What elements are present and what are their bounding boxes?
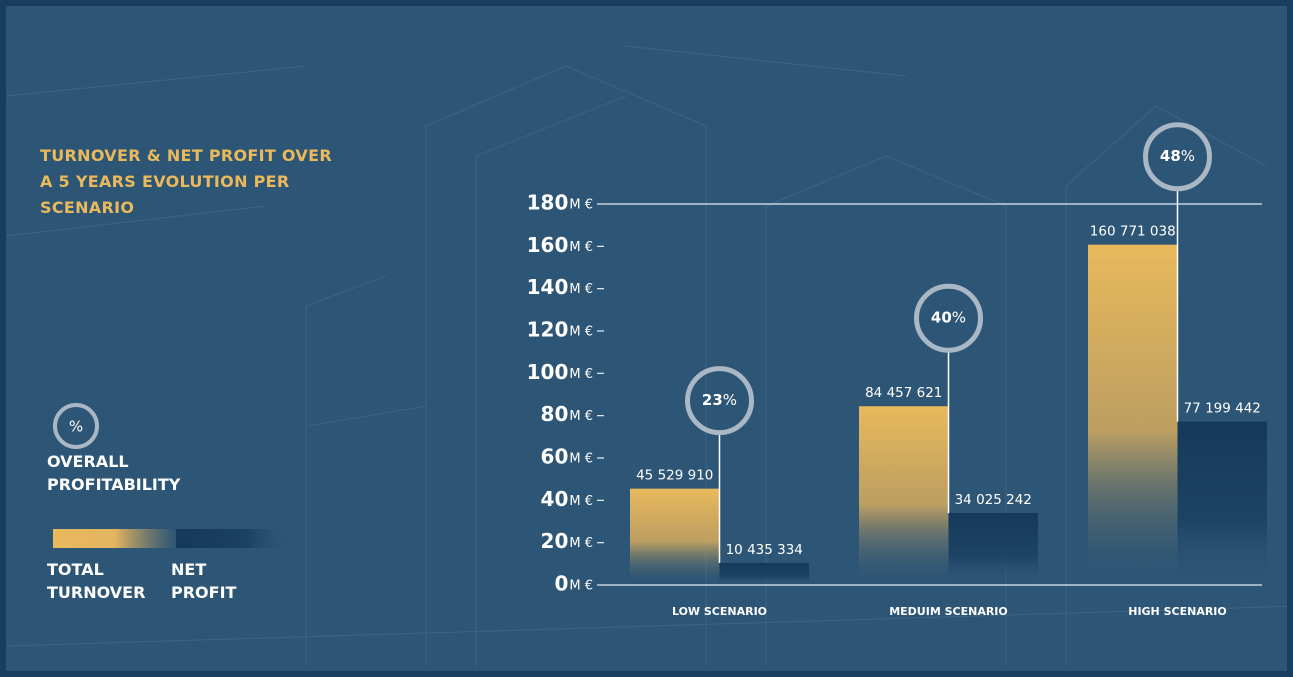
bar bbox=[1177, 421, 1267, 585]
y-tick-unit: M € bbox=[569, 494, 593, 509]
profitability-value: 23 bbox=[702, 391, 723, 409]
y-tick-unit: M € bbox=[569, 240, 593, 255]
y-tick-label: 0 bbox=[554, 572, 568, 596]
legend-swatch bbox=[53, 529, 176, 548]
y-tick-label: 120 bbox=[527, 318, 569, 342]
legend-label: OVERALL PROFITABILITY bbox=[47, 452, 181, 494]
profitability-unit: % bbox=[723, 391, 737, 409]
legend-circle bbox=[53, 403, 99, 449]
legend-label: TOTAL TURNOVER bbox=[47, 560, 146, 602]
value-label: 45 529 910 bbox=[636, 468, 713, 484]
y-tick-label: 20 bbox=[541, 529, 569, 553]
y-tick-label: 60 bbox=[541, 445, 569, 469]
bar bbox=[859, 406, 949, 585]
legend-label: NET PROFIT bbox=[171, 560, 237, 602]
value-label: 77 199 442 bbox=[1184, 401, 1261, 417]
y-tick-unit: M € bbox=[569, 536, 593, 551]
bar bbox=[630, 488, 720, 585]
x-tick-label: MEDUIM SCENARIO bbox=[889, 605, 1008, 618]
profitability-value: 40 bbox=[931, 309, 952, 327]
y-tick-label: 40 bbox=[541, 487, 569, 511]
legend-swatch bbox=[176, 529, 291, 548]
y-tick-unit: M € bbox=[569, 198, 593, 213]
y-tick-unit: M € bbox=[569, 367, 593, 382]
profitability-unit: % bbox=[1181, 147, 1195, 165]
y-tick-label: 140 bbox=[527, 275, 569, 299]
chart-title: TURNOVER & NET PROFIT OVER A 5 YEARS EVO… bbox=[40, 146, 332, 217]
profitability-value: 48 bbox=[1160, 147, 1181, 165]
y-tick-unit: M € bbox=[569, 452, 593, 467]
value-label: 10 435 334 bbox=[726, 542, 803, 558]
legend-percent: % bbox=[69, 418, 83, 436]
profitability-unit: % bbox=[952, 309, 966, 327]
y-tick-unit: M € bbox=[569, 282, 593, 297]
bar bbox=[719, 562, 809, 585]
background-pattern bbox=[6, 45, 1287, 666]
x-tick-label: HIGH SCENARIO bbox=[1128, 605, 1227, 618]
y-tick-label: 80 bbox=[541, 402, 569, 426]
y-tick-label: 180 bbox=[527, 191, 569, 215]
bar bbox=[1088, 244, 1178, 586]
profitability-circle bbox=[685, 366, 754, 436]
y-tick-label: 160 bbox=[527, 233, 569, 257]
bar bbox=[948, 512, 1038, 585]
x-tick-label: LOW SCENARIO bbox=[672, 605, 767, 618]
value-label: 34 025 242 bbox=[955, 492, 1032, 508]
y-tick-label: 100 bbox=[527, 360, 569, 384]
y-tick-unit: M € bbox=[569, 325, 593, 340]
value-label: 160 771 038 bbox=[1090, 224, 1176, 240]
profitability-circle bbox=[914, 283, 983, 353]
y-tick-unit: M € bbox=[569, 409, 593, 424]
profitability-circle bbox=[1143, 122, 1212, 192]
value-label: 84 457 621 bbox=[865, 385, 942, 401]
y-tick-unit: M € bbox=[569, 579, 593, 594]
